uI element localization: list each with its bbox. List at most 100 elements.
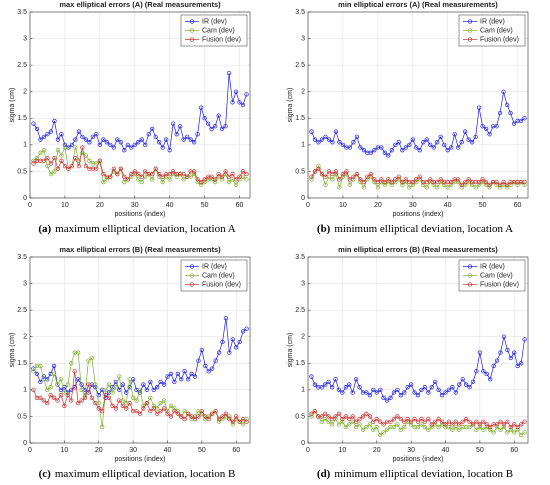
data-point	[417, 148, 422, 153]
data-point	[202, 116, 207, 121]
data-point	[323, 416, 328, 422]
data-point	[129, 145, 134, 150]
data-point	[393, 177, 398, 182]
panel: 0 0.5 1 1.5 2 2.5 3 3.5 0 10 20 30 40 50 60 max ellipti…	[9, 245, 251, 480]
data-point	[405, 416, 410, 422]
data-point	[476, 182, 482, 187]
y-tick-label: 3.5	[17, 254, 27, 261]
data-point	[512, 422, 517, 427]
data-point	[368, 171, 374, 177]
data-point	[340, 419, 345, 424]
data-point	[467, 424, 472, 430]
y-tick-label: 0	[301, 195, 305, 202]
data-point	[367, 393, 373, 398]
data-point	[51, 395, 57, 400]
data-point	[446, 419, 452, 424]
data-point	[470, 422, 476, 427]
data-point	[470, 379, 476, 385]
data-point	[326, 379, 331, 385]
data-point	[151, 403, 156, 408]
data-point	[48, 171, 54, 177]
data-point	[117, 398, 122, 403]
data-point	[97, 142, 102, 148]
x-tick-label: 0	[28, 202, 32, 209]
data-point	[316, 166, 321, 171]
data-point	[381, 422, 386, 427]
data-point	[358, 145, 363, 150]
data-point	[508, 424, 513, 430]
data-point	[336, 411, 342, 416]
data-point	[319, 385, 324, 390]
data-point	[104, 140, 109, 145]
data-point	[515, 427, 520, 432]
y-tick-label: 1	[301, 387, 305, 394]
data-point	[438, 134, 443, 140]
caption-label: (d)	[317, 468, 331, 480]
data-point	[375, 179, 380, 185]
data-point	[41, 377, 46, 382]
data-point	[178, 124, 183, 129]
legend: IR (dev) Cam (dev) Fusion (dev)	[458, 14, 526, 47]
y-tick-label: 3.5	[295, 9, 305, 16]
data-point	[518, 118, 524, 124]
data-point	[309, 174, 314, 179]
data-point	[233, 177, 239, 182]
legend-box	[180, 14, 248, 47]
data-point	[172, 408, 177, 414]
data-point	[65, 382, 70, 387]
data-point	[174, 132, 179, 137]
data-point	[164, 137, 169, 142]
data-point	[309, 129, 314, 134]
data-point	[439, 393, 445, 398]
x-tick-label: 20	[373, 447, 381, 454]
data-point	[89, 355, 95, 361]
data-point	[353, 424, 359, 430]
data-point	[429, 422, 434, 427]
data-point	[157, 171, 162, 177]
data-point	[158, 400, 163, 406]
data-point	[518, 361, 524, 366]
data-point	[75, 400, 81, 406]
data-point	[474, 427, 479, 432]
data-point	[408, 422, 414, 427]
data-point	[184, 174, 190, 179]
y-tick-label: 1.5	[295, 360, 305, 367]
data-point	[136, 177, 141, 182]
data-point	[382, 182, 387, 187]
data-point	[360, 427, 366, 432]
data-point	[371, 427, 376, 432]
data-point	[497, 110, 503, 116]
data-point	[75, 377, 81, 382]
data-point	[209, 126, 214, 132]
data-point	[442, 142, 447, 148]
legend-marker	[467, 19, 473, 24]
data-point	[515, 182, 520, 187]
data-point	[108, 174, 113, 179]
data-point	[412, 390, 417, 395]
data-point	[323, 174, 328, 179]
data-point	[226, 179, 232, 185]
data-point	[210, 411, 215, 416]
data-point	[353, 419, 359, 424]
data-point	[467, 385, 472, 390]
data-point	[125, 177, 130, 182]
y-tick-label: 2.5	[17, 62, 27, 69]
data-point	[445, 148, 450, 153]
data-point	[151, 387, 156, 393]
data-point	[469, 140, 475, 145]
data-point	[62, 145, 68, 150]
data-point	[491, 363, 496, 369]
data-point	[55, 148, 61, 153]
data-point	[192, 416, 198, 422]
data-point	[148, 395, 153, 400]
data-point	[226, 70, 232, 76]
data-point	[153, 166, 158, 171]
data-point	[110, 390, 115, 395]
data-point	[463, 382, 469, 387]
data-point	[122, 179, 127, 185]
data-point	[504, 185, 510, 190]
data-point	[522, 337, 527, 342]
data-point	[73, 155, 78, 161]
data-point	[333, 414, 338, 419]
data-point	[55, 137, 61, 142]
